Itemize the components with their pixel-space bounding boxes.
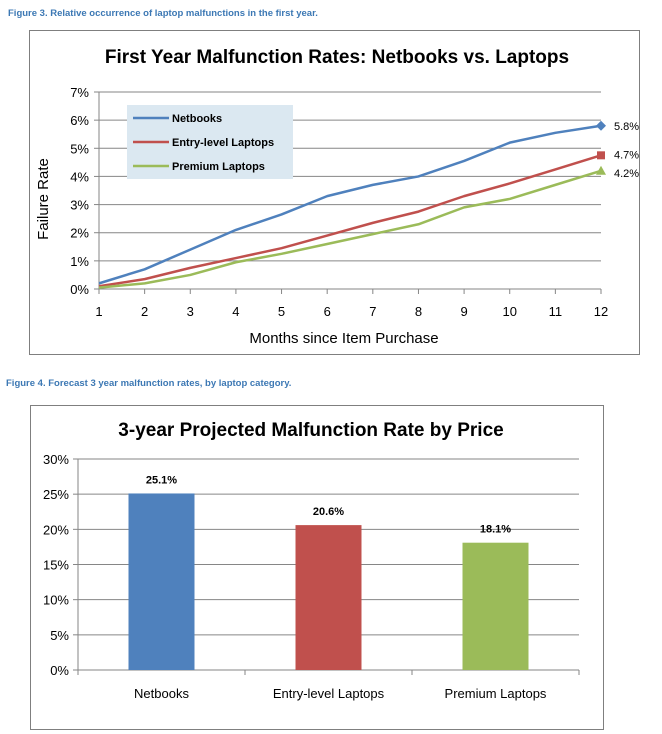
x-tick-label: 5 — [278, 304, 285, 319]
y-tick-label: 3% — [70, 198, 89, 213]
x-tick-label: 2 — [141, 304, 148, 319]
y-tick-label: 6% — [70, 113, 89, 128]
figure-3-caption: Figure 3. Relative occurrence of laptop … — [8, 8, 318, 19]
x-tick-label: 9 — [460, 304, 467, 319]
series-line-0 — [98, 124, 602, 285]
bar-value-label: 20.6% — [313, 506, 344, 518]
category-label: Netbooks — [134, 686, 189, 701]
series-line-2 — [98, 169, 602, 289]
line-chart: First Year Malfunction Rates: Netbooks v… — [35, 47, 639, 347]
bar-value-label: 18.1% — [480, 524, 511, 536]
y-tick-label: 4% — [70, 169, 89, 184]
bar-0 — [128, 493, 195, 670]
series-end-label: 4.7% — [614, 149, 639, 161]
bar-chart: 3-year Projected Malfunction Rate by Pri… — [43, 420, 580, 701]
y-tick-label: 7% — [70, 85, 89, 100]
series-line-1 — [98, 154, 602, 288]
y-tick-label: 1% — [70, 254, 89, 269]
series-end-marker — [596, 165, 606, 175]
series-end-label: 5.8% — [614, 121, 639, 133]
y-tick-label: 2% — [70, 226, 89, 241]
figure-4-caption: Figure 4. Forecast 3 year malfunction ra… — [6, 378, 292, 389]
series-end-label: 4.2% — [614, 168, 639, 180]
y-tick-label: 15% — [43, 558, 69, 573]
line-chart-frame: First Year Malfunction Rates: Netbooks v… — [29, 30, 640, 355]
bar-1 — [295, 525, 362, 670]
series-end-marker — [597, 151, 605, 160]
legend-entry: Entry-level Laptops — [172, 137, 274, 149]
x-tick-label: 6 — [324, 304, 331, 319]
line-chart-title: First Year Malfunction Rates: Netbooks v… — [105, 47, 569, 68]
x-axis-label: Months since Item Purchase — [249, 330, 438, 347]
bar-2 — [462, 542, 529, 670]
legend-entry: Premium Laptops — [172, 161, 265, 173]
y-tick-label: 0% — [70, 282, 89, 297]
x-tick-label: 12 — [594, 304, 608, 319]
x-tick-label: 4 — [232, 304, 239, 319]
y-tick-label: 5% — [50, 628, 69, 643]
category-label: Premium Laptops — [445, 686, 547, 701]
y-axis-label: Failure Rate — [35, 158, 52, 240]
x-tick-label: 8 — [415, 304, 422, 319]
category-label: Entry-level Laptops — [273, 686, 385, 701]
x-tick-label: 11 — [549, 304, 563, 319]
x-tick-label: 7 — [369, 304, 376, 319]
y-tick-label: 5% — [70, 141, 89, 156]
x-tick-label: 1 — [95, 304, 102, 319]
x-tick-label: 10 — [502, 304, 516, 319]
y-tick-label: 30% — [43, 452, 69, 467]
y-tick-label: 10% — [43, 593, 69, 608]
x-tick-label: 3 — [187, 304, 194, 319]
bar-value-label: 25.1% — [146, 474, 177, 486]
y-tick-label: 20% — [43, 522, 69, 537]
y-tick-label: 0% — [50, 663, 69, 678]
y-tick-label: 25% — [43, 487, 69, 502]
bar-chart-title: 3-year Projected Malfunction Rate by Pri… — [118, 420, 503, 441]
legend-entry: Netbooks — [172, 113, 222, 125]
series-end-marker — [596, 120, 606, 131]
bar-chart-frame: 3-year Projected Malfunction Rate by Pri… — [30, 405, 604, 730]
